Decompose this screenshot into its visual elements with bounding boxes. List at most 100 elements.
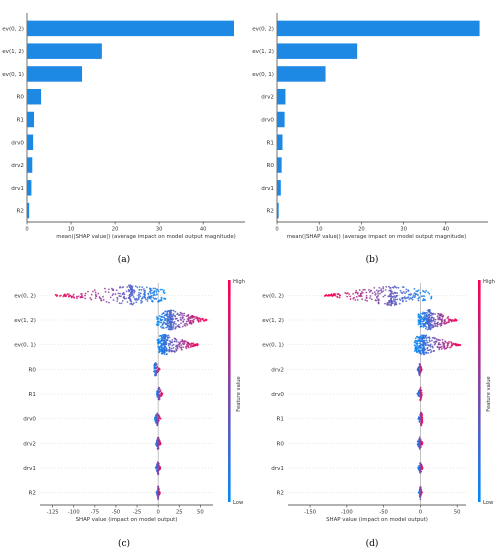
swarm-point (419, 391, 422, 394)
swarm-point (183, 314, 185, 317)
swarm-point (141, 286, 144, 289)
swarm-point (369, 297, 371, 300)
swarm-point (148, 297, 151, 300)
colorbar-low-label: Low (233, 500, 244, 506)
swarm-point (326, 294, 329, 297)
swarm-point (438, 343, 441, 346)
swarm-point (156, 424, 159, 426)
swarm-point (421, 340, 424, 343)
swarm-point (199, 320, 202, 323)
swarm-point (402, 286, 405, 289)
swarm-point (167, 309, 170, 312)
feature-label: drv1 (11, 186, 24, 192)
swarm-point (162, 327, 165, 330)
swarm-point (117, 292, 120, 295)
swarm-point (420, 368, 423, 371)
swarm-point (448, 340, 450, 343)
x-tick-label: -25 (133, 510, 141, 516)
swarm-point (166, 312, 169, 315)
swarm-point (428, 292, 431, 295)
swarm-point (159, 299, 162, 302)
swarm-point (429, 348, 432, 351)
swarm-point (175, 340, 178, 343)
swarm-point (168, 348, 171, 351)
swarm-point (375, 289, 378, 292)
swarm-point (437, 313, 440, 316)
swarm-point (174, 327, 177, 330)
swarm-point (87, 290, 89, 293)
swarm-point (64, 295, 67, 297)
panel-d-beeswarm-chart: ev(0, 2) ev(1, 2) ev(0, 1) drv2 drv0 R1 R0 drv1… (262, 279, 495, 523)
swarm-point (418, 445, 420, 448)
bar (27, 202, 30, 219)
swarm-point (163, 289, 165, 292)
x-axis-label: SHAP value (impact on model output) (76, 517, 178, 523)
swarm-point (440, 348, 443, 350)
swarm-point (129, 298, 132, 301)
swarm-point (433, 320, 436, 323)
swarm-point (377, 299, 380, 302)
swarm-point (348, 293, 351, 296)
swarm-point (94, 291, 97, 294)
bar (277, 111, 285, 128)
swarm-point (159, 388, 161, 391)
swarm-point (200, 318, 203, 320)
swarm-point (152, 294, 155, 297)
swarm-point (414, 347, 416, 350)
swarm-point (339, 294, 342, 297)
swarm-point (156, 393, 159, 395)
swarm-point (430, 312, 433, 315)
swarm-point (131, 303, 134, 306)
swarm-point (374, 299, 377, 302)
swarm-point (160, 345, 163, 347)
swarm-point (404, 292, 406, 295)
swarm-point (180, 348, 183, 351)
swarm-point (392, 302, 394, 305)
swarm-point (182, 340, 184, 343)
swarm-point (395, 295, 398, 298)
swarm-point (426, 312, 429, 314)
swarm-point (172, 318, 175, 320)
swarm-point (396, 292, 399, 294)
swarm-point (189, 320, 192, 323)
feature-label: drv0 (271, 392, 284, 398)
caption-c: (c) (118, 538, 130, 549)
swarm-point (134, 299, 137, 301)
swarm-point (187, 344, 190, 347)
swarm-point (384, 289, 387, 291)
swarm-point (172, 312, 175, 315)
swarm-point (428, 344, 430, 347)
feature-label: ev(0, 2) (252, 26, 274, 32)
swarm-point (159, 325, 162, 328)
swarm-point (413, 287, 416, 290)
swarm-point (80, 294, 83, 297)
swarm-point (346, 295, 349, 298)
swarm-point (428, 336, 431, 339)
feature-label: ev(0, 2) (262, 293, 284, 299)
swarm-point (417, 319, 420, 322)
swarm-point (353, 296, 356, 299)
swarm-point (377, 301, 380, 304)
caption-d: (d) (366, 538, 379, 549)
swarm-point (418, 389, 420, 392)
bar (277, 20, 480, 37)
swarm-point (369, 295, 372, 297)
swarm-point (159, 288, 162, 291)
swarm-point (163, 338, 166, 341)
swarm-point (161, 393, 164, 396)
swarm-point (158, 368, 161, 371)
swarm-point (175, 349, 178, 352)
swarm-point (418, 441, 420, 444)
bar (277, 66, 326, 82)
swarm-point (159, 315, 162, 318)
swarm-point (355, 295, 358, 298)
swarm-point (366, 299, 368, 302)
swarm-point (421, 318, 424, 320)
swarm-point (422, 350, 424, 353)
swarm-point (447, 318, 450, 320)
panel-b-bar-chart: ev(0, 2) ev(1, 2) ev(0, 1) drv2 drv0 R1 R0 drv1… (252, 13, 488, 240)
swarm-point (160, 337, 163, 340)
swarm-point (413, 344, 416, 347)
swarm-point (421, 337, 424, 340)
swarm-point (355, 291, 357, 294)
